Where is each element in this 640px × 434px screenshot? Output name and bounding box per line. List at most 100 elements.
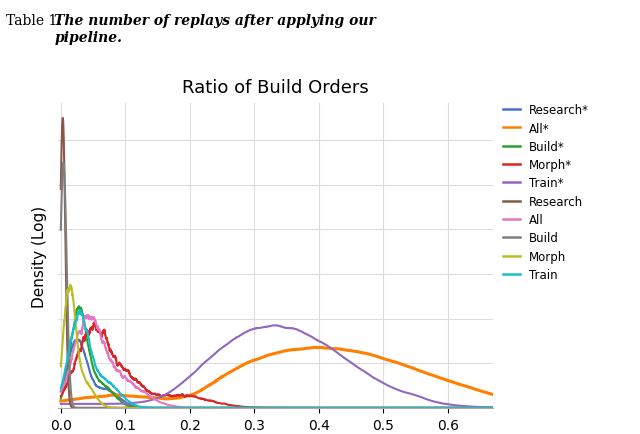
Morph*: [244, 404, 252, 410]
All*: [57, 398, 65, 404]
Y-axis label: Density (Log): Density (Log): [32, 205, 47, 307]
Train*: [487, 405, 495, 410]
All*: [225, 370, 233, 375]
Research*: [57, 389, 65, 394]
All*: [495, 394, 503, 399]
Research*: [440, 405, 447, 411]
Title: Ratio of Build Orders: Ratio of Build Orders: [182, 79, 369, 97]
Research: [159, 405, 166, 411]
All*: [244, 360, 252, 365]
Morph: [67, 283, 74, 288]
Morph*: [107, 349, 115, 354]
Train: [133, 403, 141, 408]
All: [133, 385, 141, 391]
All*: [107, 393, 115, 398]
Research: [487, 405, 495, 411]
Line: Research*: Research*: [61, 339, 499, 408]
Build*: [107, 388, 115, 394]
Morph: [57, 364, 65, 369]
Train: [107, 381, 115, 386]
Morph: [107, 405, 115, 410]
All: [107, 357, 115, 362]
All: [244, 405, 252, 411]
Line: Build: Build: [61, 163, 499, 408]
Research: [225, 405, 233, 411]
Train*: [107, 401, 115, 407]
All*: [311, 345, 319, 350]
Morph*: [225, 402, 233, 408]
Build: [225, 405, 233, 411]
Build*: [244, 405, 252, 411]
All*: [57, 398, 65, 404]
Line: Research: Research: [61, 118, 499, 408]
Train*: [272, 323, 280, 328]
Morph*: [91, 320, 99, 326]
Build*: [440, 405, 447, 411]
All*: [487, 391, 495, 397]
All: [84, 312, 92, 318]
Research: [59, 116, 67, 121]
Line: Train: Train: [61, 310, 499, 408]
Research: [133, 405, 141, 411]
Build*: [57, 396, 65, 401]
Text: The number of replays after applying our
pipeline.: The number of replays after applying our…: [54, 14, 376, 44]
Morph*: [133, 379, 141, 384]
Build: [60, 161, 67, 166]
Morph: [495, 405, 503, 411]
Morph: [244, 405, 252, 411]
Train: [495, 405, 503, 411]
Research*: [495, 405, 503, 411]
Build: [244, 405, 252, 411]
Research*: [244, 405, 252, 411]
Build: [440, 405, 447, 411]
All: [57, 389, 65, 395]
Train: [76, 308, 84, 313]
Morph: [440, 405, 447, 411]
Build: [107, 405, 115, 411]
Morph*: [495, 405, 503, 411]
Build: [57, 227, 65, 233]
Build: [133, 405, 141, 411]
Build*: [495, 405, 503, 411]
Build*: [133, 405, 141, 410]
Line: All*: All*: [61, 348, 499, 401]
Train*: [495, 405, 503, 410]
Train*: [57, 401, 65, 407]
Morph: [453, 405, 461, 411]
Train: [440, 405, 447, 411]
Build: [487, 405, 495, 411]
Build: [495, 405, 503, 411]
Train: [57, 386, 65, 391]
Morph: [487, 405, 495, 411]
Train*: [225, 341, 233, 346]
All*: [133, 394, 141, 399]
Research*: [107, 389, 115, 395]
All: [225, 405, 233, 411]
All: [440, 405, 447, 411]
Line: Train*: Train*: [61, 326, 499, 408]
Train: [225, 405, 233, 411]
Line: Morph: Morph: [61, 285, 499, 408]
Line: All: All: [61, 315, 499, 408]
Build*: [487, 405, 495, 411]
Research*: [73, 337, 81, 342]
Research*: [487, 405, 495, 411]
Text: Table 1:: Table 1:: [6, 14, 71, 28]
Research*: [133, 404, 141, 410]
Research: [244, 405, 252, 411]
Morph*: [440, 405, 447, 411]
All: [495, 405, 503, 411]
Build*: [225, 405, 233, 411]
Research: [57, 187, 65, 192]
Build*: [76, 304, 83, 309]
Line: Morph*: Morph*: [61, 323, 499, 408]
Morph*: [487, 405, 495, 411]
All*: [440, 377, 447, 382]
Research: [495, 405, 503, 411]
Train*: [244, 329, 252, 334]
Research*: [225, 405, 233, 411]
Train*: [440, 401, 447, 406]
Morph: [225, 405, 233, 411]
Morph: [133, 405, 141, 411]
Line: Build*: Build*: [61, 306, 499, 408]
